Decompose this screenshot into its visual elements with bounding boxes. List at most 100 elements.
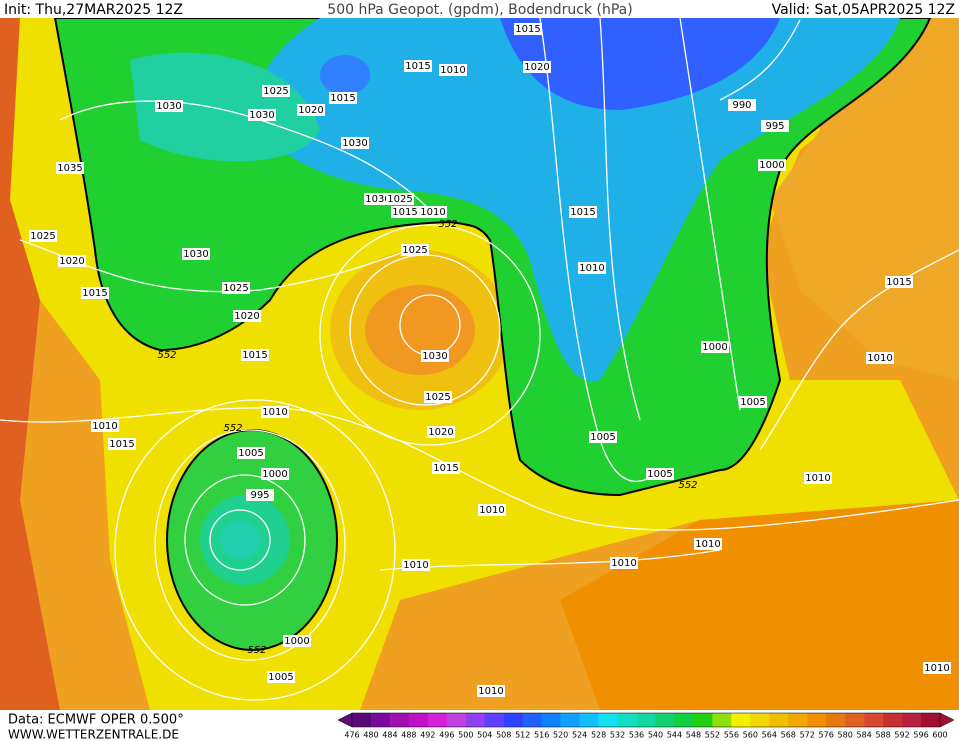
map-title: 500 hPa Geopot. (gpdm), Bodendruck (hPa) xyxy=(327,2,632,18)
colorbar-swatch xyxy=(750,713,770,727)
colorbar-label: 544 xyxy=(667,731,682,740)
label-box xyxy=(248,109,276,121)
colorbar-swatch xyxy=(446,713,467,727)
label-box xyxy=(404,60,432,72)
website: WWW.WETTERZENTRALE.DE xyxy=(8,728,179,741)
colorbar-swatch xyxy=(674,713,694,727)
label-box xyxy=(514,23,542,35)
isobar-label: 1020 xyxy=(428,427,453,438)
label-box xyxy=(923,662,951,674)
label-box xyxy=(364,193,392,205)
colorbar-label: 516 xyxy=(534,731,549,740)
colorbar-label: 548 xyxy=(686,731,701,740)
colorbar-label: 532 xyxy=(610,731,625,740)
colorbar-swatch xyxy=(598,713,618,727)
colorbar-swatch xyxy=(579,713,599,727)
colorbar-label: 512 xyxy=(515,731,530,740)
isobar-label: 1010 xyxy=(867,353,892,364)
label-box xyxy=(222,282,250,294)
label-box xyxy=(439,64,467,76)
colorbar-label: 552 xyxy=(705,731,720,740)
isobar-label: 1025 xyxy=(223,283,248,294)
isobar-label: 1015 xyxy=(82,288,107,299)
colorbar-frame xyxy=(351,712,941,728)
colorbar-label: 504 xyxy=(477,731,492,740)
colorbar-label: 488 xyxy=(401,731,416,740)
colorbar-swatch xyxy=(465,713,486,727)
isobar-label: 1010 xyxy=(695,539,720,550)
label-box xyxy=(424,391,452,403)
colorbar-swatch xyxy=(902,713,922,727)
isobar-label: 990 xyxy=(732,100,751,111)
label-box xyxy=(329,92,357,104)
label-box xyxy=(885,276,913,288)
colorbar-label: 564 xyxy=(762,731,777,740)
label-box xyxy=(478,504,506,516)
isobar-label: 552 xyxy=(157,350,176,361)
isobar-label: 552 xyxy=(247,645,266,656)
isobar-label: 1005 xyxy=(740,397,765,408)
colorbar-label: 576 xyxy=(819,731,834,740)
colorbar-swatch xyxy=(427,713,448,727)
label-box xyxy=(432,462,460,474)
isobar-label: 552 xyxy=(223,423,242,434)
isobar-label: 1025 xyxy=(425,392,450,403)
isobar-label: 1010 xyxy=(420,207,445,218)
colorbar-label: 508 xyxy=(496,731,511,740)
isobar-label: 1000 xyxy=(759,160,784,171)
label-box xyxy=(283,635,311,647)
isobar-label: 1015 xyxy=(405,61,430,72)
label-box xyxy=(866,352,894,364)
isobar-label: 1015 xyxy=(886,277,911,288)
colorbar-label: 556 xyxy=(724,731,739,740)
colorbar-swatch xyxy=(788,713,808,727)
label-box xyxy=(728,99,756,111)
label-box xyxy=(267,671,295,683)
label-box xyxy=(401,244,429,256)
label-box xyxy=(341,137,369,149)
label-box xyxy=(81,287,109,299)
colorbar-swatch xyxy=(845,713,865,727)
label-box xyxy=(261,406,289,418)
label-box xyxy=(739,396,767,408)
colorbar-swatch xyxy=(864,713,884,727)
colorbar-label: 480 xyxy=(363,731,378,740)
colorbar-swatch xyxy=(560,713,580,727)
isobar-label: 995 xyxy=(250,490,269,501)
label-box xyxy=(262,85,290,97)
colorbar-label: 560 xyxy=(743,731,758,740)
isobar-label: 1015 xyxy=(242,350,267,361)
isobar-label: 1020 xyxy=(59,256,84,267)
colorbar-label: 600 xyxy=(932,731,947,740)
isobar-label: 1015 xyxy=(109,439,134,450)
isobar-label: 1020 xyxy=(234,311,259,322)
colorbar-label: 540 xyxy=(648,731,663,740)
isobar-label: 1015 xyxy=(570,207,595,218)
label-box xyxy=(758,159,786,171)
isobar-label: 1030 xyxy=(249,110,274,121)
colorbar-swatch xyxy=(826,713,846,727)
isobar-label: 1000 xyxy=(262,469,287,480)
isobar-label: 1005 xyxy=(238,448,263,459)
colorbar-label: 492 xyxy=(420,731,435,740)
colorbar-swatch xyxy=(484,713,505,727)
colorbar-label: 496 xyxy=(439,731,454,740)
isobar-label: 1015 xyxy=(515,24,540,35)
isobar-label: 1010 xyxy=(579,263,604,274)
isobar-label: 1005 xyxy=(647,469,672,480)
label-box xyxy=(477,685,505,697)
label-box xyxy=(233,310,261,322)
map-field xyxy=(0,17,959,710)
isobar-label: 1010 xyxy=(924,663,949,674)
colorbar-label: 484 xyxy=(382,731,397,740)
isobar-label: 1025 xyxy=(387,194,412,205)
isobar-label: 1010 xyxy=(262,407,287,418)
colorbar-swatch xyxy=(617,713,637,727)
label-box xyxy=(578,262,606,274)
colorbar-swatch xyxy=(370,713,391,727)
colorbar-swatch xyxy=(693,713,713,727)
isobar-label: 1015 xyxy=(433,463,458,474)
isobar-label: 1010 xyxy=(479,505,504,516)
